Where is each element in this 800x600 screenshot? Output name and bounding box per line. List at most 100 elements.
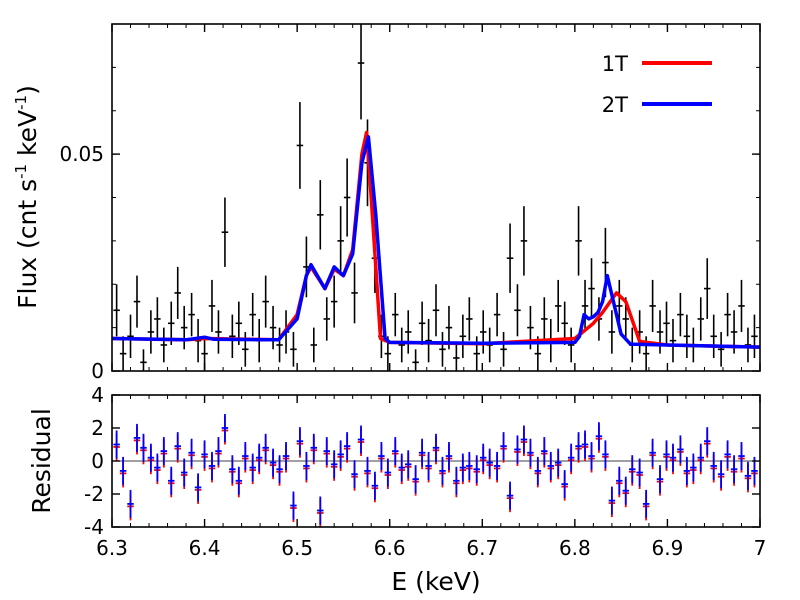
spectrum-point [351,262,358,324]
residual-point [506,481,514,510]
spectrum-point [242,331,249,367]
residual-point [642,489,650,518]
x-tick-label: 7 [754,536,767,560]
residual-point [398,453,405,482]
residual-point [588,442,595,471]
residual-point [317,496,324,525]
residual-point [127,489,134,518]
y-tick-label: 0.05 [59,142,104,166]
spectrum-point [296,102,304,189]
x-tick-label: 6.5 [281,536,313,560]
residual-point [343,432,351,461]
residual-series-1t [113,416,758,527]
residual-point [113,430,120,459]
residual-y-axis-label: Residual [27,408,56,514]
spectrum-point [221,197,229,267]
residual-point [683,456,691,485]
tick: 6.4 [189,395,220,560]
residual-point [180,458,188,487]
residual-point [290,491,297,520]
x-tick-label: 6.3 [96,536,128,560]
y-tick-label: -2 [84,482,104,506]
spectrum-point [581,279,589,332]
residual-point [147,443,155,472]
spectrum-point [669,318,677,363]
spectrum-point [154,297,161,341]
spectrum-point [290,331,297,367]
spectrum-point [113,284,120,337]
spectrum-point [412,349,419,371]
residual-point [514,435,521,464]
residual-point [174,432,181,461]
residual-series-2t [113,413,758,525]
model-line-2t [111,135,761,349]
residual-point [608,486,616,515]
spectrum-point [262,275,269,328]
spectrum-point [337,206,344,276]
residual-point [547,451,555,480]
residual-point [208,451,216,480]
residual-point [724,440,731,469]
residual-point [534,456,542,485]
residual-point [215,437,222,466]
residual-point [282,442,290,471]
residual-point [500,432,507,461]
residual-point [276,455,283,484]
residual-point [140,433,147,462]
tick: 0 [91,449,760,473]
spectrum-y-ticks: 00.05 [59,66,760,383]
spectrum-point [575,206,582,276]
spectrum-point [140,349,147,371]
spectrum-point [398,327,405,363]
residual-point [663,440,670,469]
spectrum-point [425,318,432,363]
spectrum-point [127,314,134,358]
tick: 6.3 [96,395,128,560]
residual-point [351,460,358,489]
spectrum-point [493,292,501,337]
spectrum-point [343,158,351,237]
residual-point [473,455,480,484]
spectrum-panel: 00.05 Flux (cnt s-1 keV-1) 1T 2T [12,23,761,383]
tick: 0.05 [59,142,760,166]
residual-point [384,458,392,487]
spectrum-point [663,301,670,345]
y-tick-label: 0 [91,359,104,383]
spectrum-point [404,310,412,354]
residual-point [168,466,175,495]
residual-point [303,451,310,480]
spectrum-point [697,297,704,341]
residual-point [656,465,664,494]
residual-point [418,438,426,467]
ylabel-mid: keV [13,110,42,164]
spectrum-point [453,344,460,371]
x-tick-label: 6.7 [466,536,498,560]
spectrum-point [229,314,236,358]
spectrum-point [119,336,127,371]
residual-point [527,438,534,467]
residual-point [629,455,636,484]
residual-point [703,427,711,456]
residual-point [201,440,208,469]
tick: 0 [91,359,760,383]
tick: 6.8 [559,395,591,560]
tick: -2 [84,482,760,506]
residual-point [669,443,677,472]
residual-point [677,435,684,464]
residual-point [249,453,256,482]
spectrum-point [751,314,758,358]
spectrum-point [541,297,548,341]
spectrum-point [656,310,664,354]
spectrum-point [649,279,656,332]
residual-point [595,422,603,451]
spectrum-point [466,297,473,341]
spectrum-point [588,258,595,319]
spectrum-point [567,327,575,363]
spectrum-point [147,310,155,354]
x-tick-label: 6.8 [559,536,591,560]
residual-point [133,423,141,452]
residual-point [710,451,717,480]
legend-label-1t: 1T [602,52,628,76]
residual-point [262,433,269,462]
